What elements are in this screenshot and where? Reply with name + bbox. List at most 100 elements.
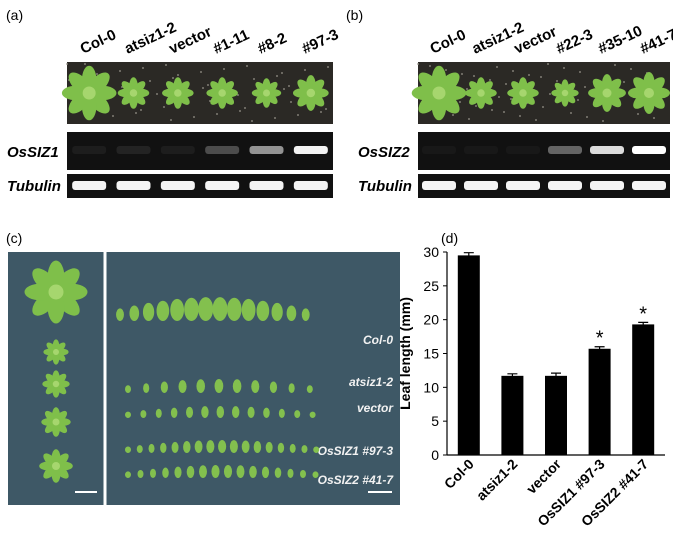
band xyxy=(160,146,195,154)
leaf xyxy=(184,297,199,321)
panel-label: (c) xyxy=(6,230,22,246)
soil xyxy=(512,70,514,72)
error-bar xyxy=(507,373,518,378)
soil xyxy=(156,93,158,95)
leaf xyxy=(218,440,227,453)
band xyxy=(422,181,456,190)
soil xyxy=(491,109,493,111)
leaf xyxy=(256,300,270,321)
rosette-center xyxy=(129,89,138,97)
soil xyxy=(459,101,461,103)
soil xyxy=(193,116,195,118)
soil xyxy=(142,67,144,69)
row-label: OsSIZ1 #97-3 xyxy=(318,444,394,458)
soil xyxy=(549,93,551,95)
leaf xyxy=(199,465,207,478)
row-label: vector xyxy=(357,401,394,415)
leaf xyxy=(171,441,179,453)
rosette-center xyxy=(432,86,446,100)
gel xyxy=(67,174,333,198)
gene-label: Tubulin xyxy=(7,178,61,195)
lane-label: #8-2 xyxy=(255,30,289,58)
gene-label: OsSIZ2 xyxy=(358,144,410,161)
band xyxy=(205,146,240,154)
leaf xyxy=(231,406,240,419)
y-tick-label: 20 xyxy=(423,312,439,328)
soil xyxy=(602,120,604,122)
band xyxy=(249,181,284,190)
leaf xyxy=(236,465,245,478)
band xyxy=(72,146,107,154)
x-tick-label: vector xyxy=(523,455,564,496)
leaf xyxy=(170,407,178,418)
lane-label: #22-3 xyxy=(554,26,596,58)
lane-label: Col-0 xyxy=(78,26,119,57)
x-tick-label: Col-0 xyxy=(441,456,477,492)
band xyxy=(205,181,240,190)
soil xyxy=(202,87,204,89)
leaf xyxy=(186,465,195,479)
leaf xyxy=(211,465,220,478)
leaf xyxy=(312,471,319,478)
leaf xyxy=(196,379,206,393)
band xyxy=(464,146,498,154)
soil xyxy=(614,64,616,66)
leaf xyxy=(309,411,316,418)
soil xyxy=(223,68,225,70)
rosette-center xyxy=(82,86,96,100)
soil xyxy=(246,65,248,67)
soil xyxy=(290,101,292,103)
band xyxy=(116,146,151,154)
soil xyxy=(489,79,491,81)
soil xyxy=(519,115,521,117)
rosette-center xyxy=(218,89,226,97)
soil xyxy=(570,112,572,114)
band xyxy=(160,181,195,190)
leaf xyxy=(227,297,242,321)
soil xyxy=(283,88,285,90)
soil xyxy=(251,120,253,122)
rosette-center xyxy=(519,89,527,97)
soil xyxy=(586,116,588,118)
band xyxy=(590,146,624,154)
band xyxy=(422,146,456,154)
soil xyxy=(563,67,565,69)
gel xyxy=(67,132,333,170)
error-bar xyxy=(638,321,649,327)
soil xyxy=(468,118,470,120)
leaf xyxy=(194,440,203,453)
soil xyxy=(461,73,463,75)
soil xyxy=(165,64,167,66)
leaf xyxy=(125,385,131,393)
rosette-center xyxy=(602,88,612,98)
rosette-center xyxy=(174,89,182,97)
soil xyxy=(237,94,239,96)
bar xyxy=(588,348,611,455)
leaf xyxy=(287,468,294,479)
soil xyxy=(505,83,507,85)
soil xyxy=(556,80,558,82)
soil xyxy=(112,115,114,117)
leaf xyxy=(140,410,147,418)
soil xyxy=(542,106,544,108)
soil xyxy=(630,68,632,70)
soil xyxy=(207,84,209,86)
soil xyxy=(503,111,505,113)
rosette-center xyxy=(52,462,60,470)
leaf xyxy=(229,440,238,453)
leaf xyxy=(183,441,191,453)
error-bar xyxy=(594,346,605,351)
row-label: atsiz1-2 xyxy=(349,375,393,389)
gene-label: Tubulin xyxy=(358,178,412,195)
leaf xyxy=(289,443,296,454)
soil xyxy=(96,73,98,75)
band xyxy=(632,181,666,190)
lane-label: #41-7 xyxy=(638,26,673,58)
lane-label: #97-3 xyxy=(299,26,341,58)
leaf xyxy=(313,446,320,453)
band xyxy=(590,181,624,190)
leaf xyxy=(241,440,250,453)
leaf xyxy=(116,308,124,321)
soil xyxy=(579,71,581,73)
